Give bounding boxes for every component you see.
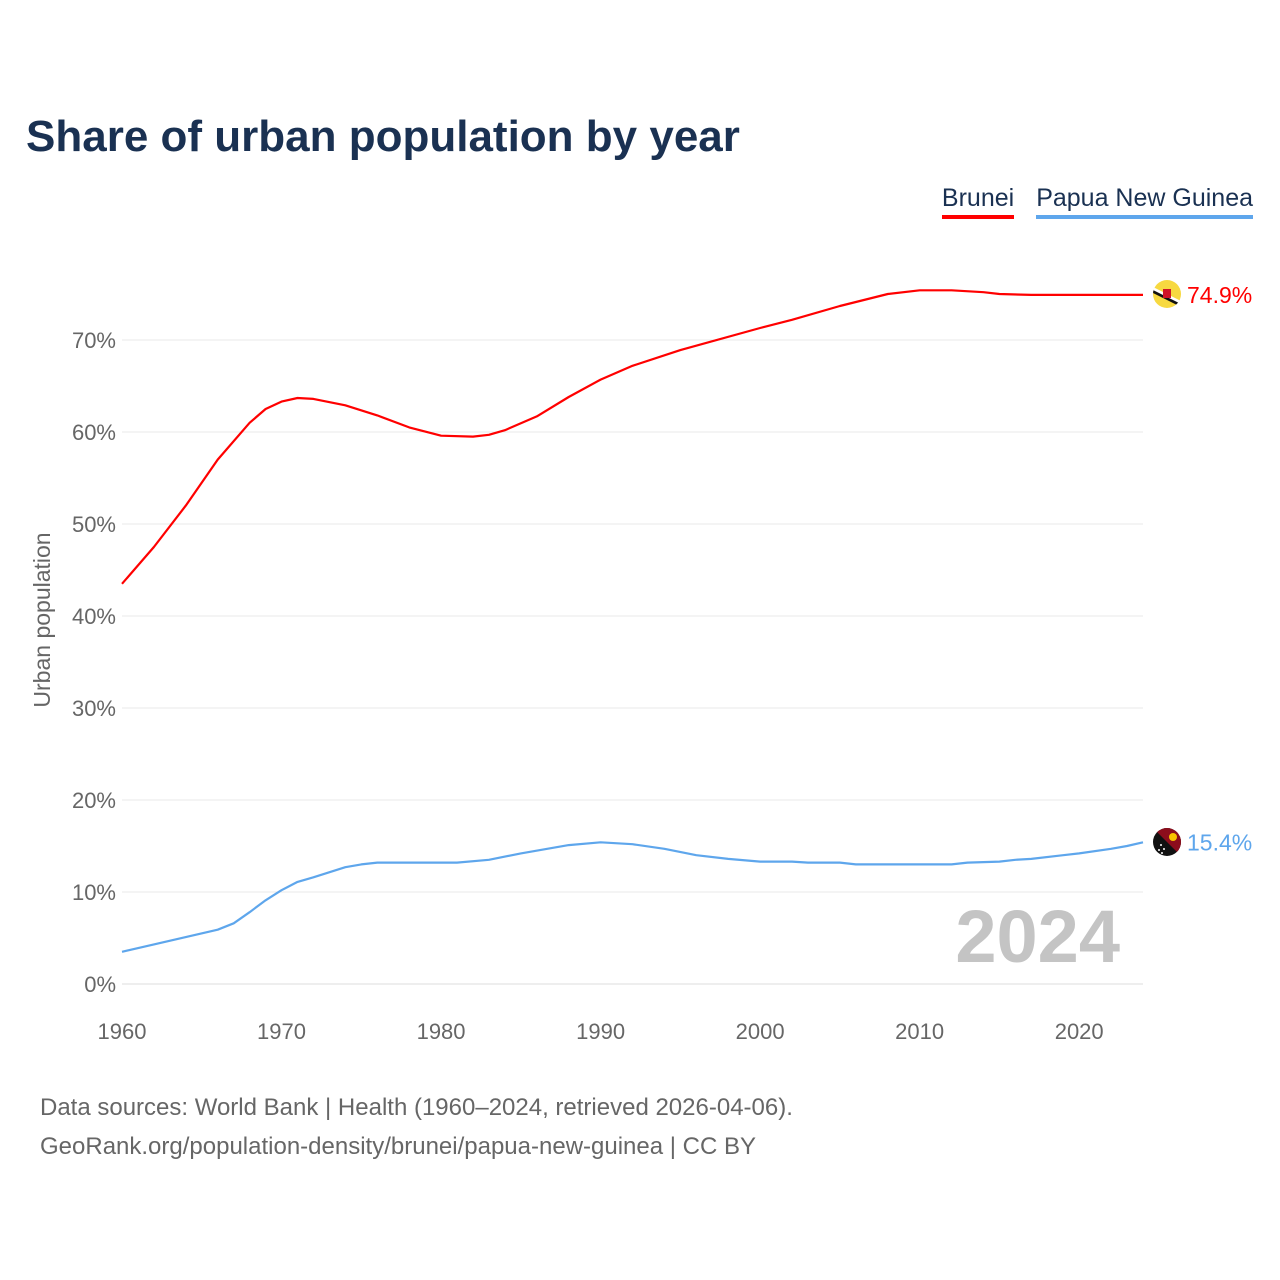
brunei-flag-icon [1153, 280, 1181, 308]
x-tick-label: 2010 [895, 1019, 944, 1044]
legend-item-brunei[interactable]: Brunei [941, 184, 1015, 219]
y-tick-label: 30% [72, 696, 116, 721]
x-tick-label: 2020 [1055, 1019, 1104, 1044]
x-tick-label: 2000 [736, 1019, 785, 1044]
source-link[interactable]: GeoRank.org/population-density/brunei/pa… [40, 1133, 757, 1160]
y-tick-label: 10% [72, 880, 116, 905]
y-tick-label: 70% [72, 328, 116, 353]
x-tick-label: 1970 [257, 1019, 306, 1044]
papua-new-guinea-flag-icon [1153, 828, 1181, 856]
chart-title: Share of urban population by year [26, 112, 740, 161]
end-value-label: 15.4% [1187, 829, 1252, 855]
series-line-papua-new-guinea [121, 841, 1144, 953]
y-tick-label: 0% [84, 972, 116, 997]
end-value-label: 74.9% [1187, 282, 1252, 308]
legend: Brunei Papua New Guinea [941, 184, 1253, 219]
x-tick-label: 1960 [98, 1019, 147, 1044]
y-tick-label: 60% [72, 420, 116, 445]
series-line-brunei [121, 289, 1143, 585]
y-axis-label: Urban population [29, 532, 55, 707]
data-source: Data sources: World Bank | Health (1960–… [40, 1094, 793, 1121]
x-tick-label: 1980 [417, 1019, 466, 1044]
x-tick-label: 1990 [576, 1019, 625, 1044]
y-tick-label: 20% [72, 788, 116, 813]
footer: Data sources: World Bank | Health (1960–… [40, 1088, 793, 1166]
legend-item-papua-new-guinea[interactable]: Papua New Guinea [1036, 184, 1253, 219]
year-watermark: 2024 [955, 895, 1120, 978]
y-tick-label: 40% [72, 604, 116, 629]
y-tick-label: 50% [72, 512, 116, 537]
